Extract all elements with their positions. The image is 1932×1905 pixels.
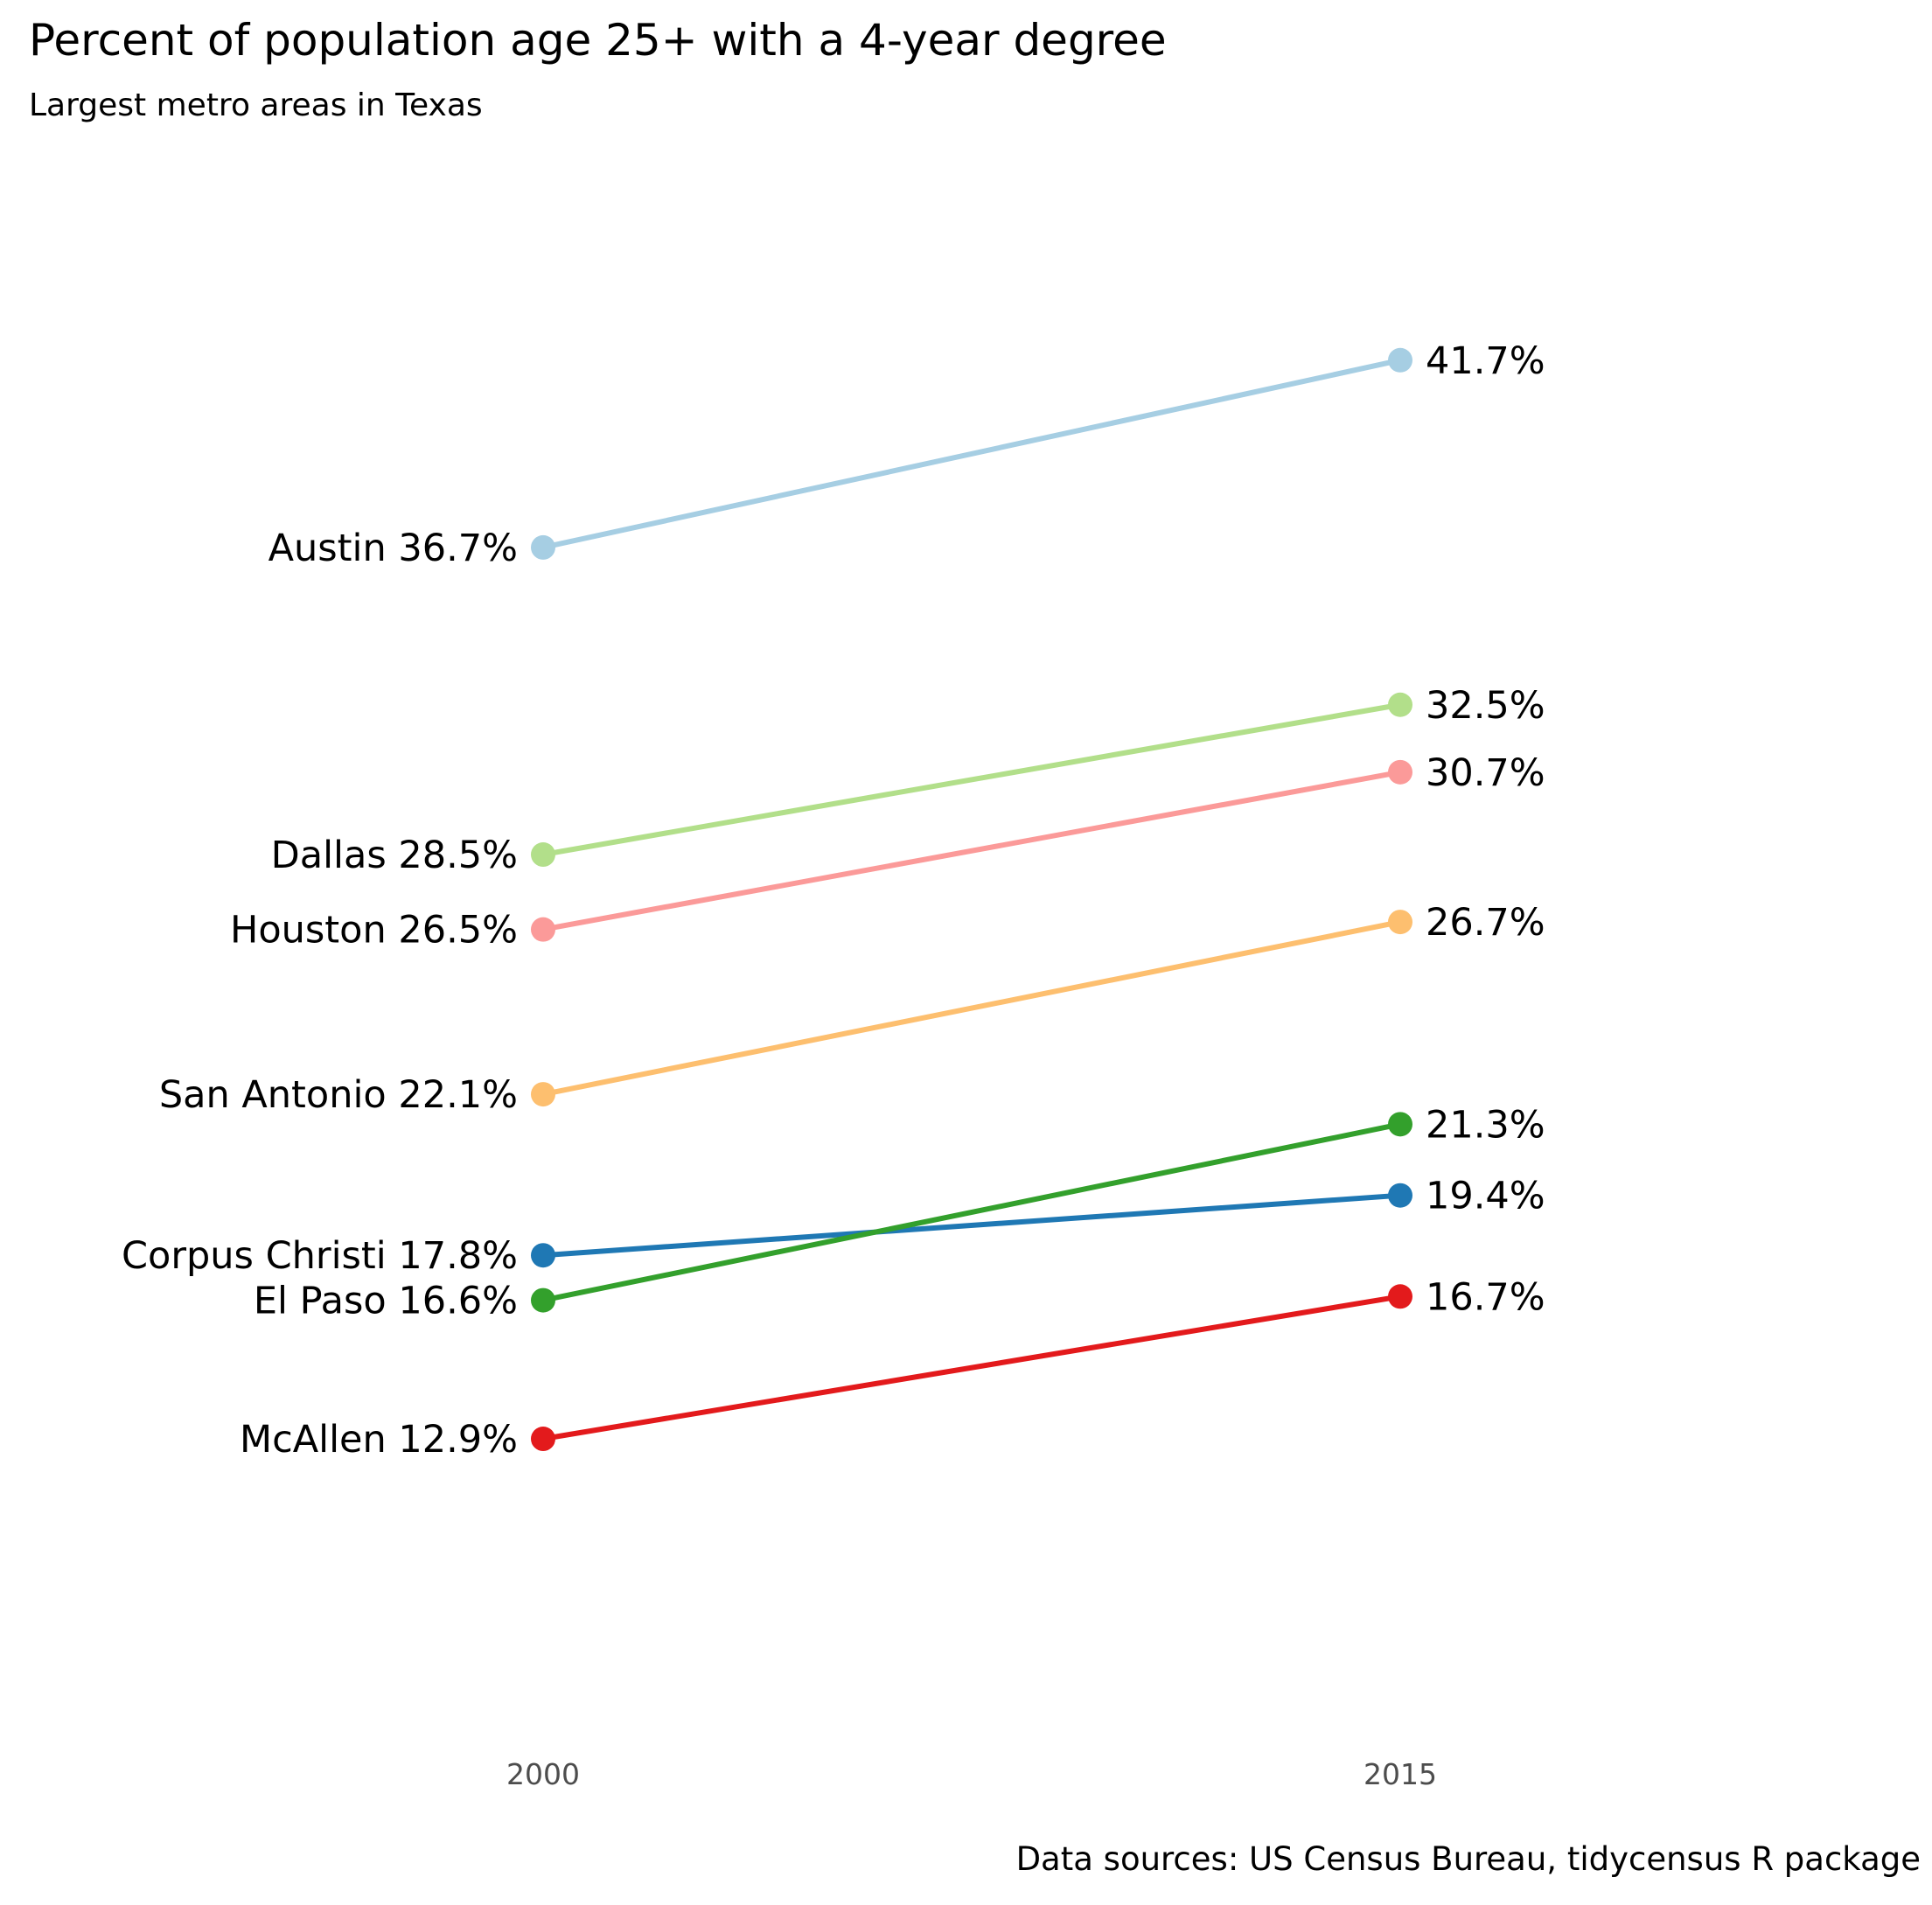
start-label-dallas: Dallas 28.5% [271,834,518,877]
end-label-austin: 41.7% [1426,339,1545,383]
chart-title: Percent of population age 25+ with a 4-y… [29,15,1167,66]
start-label-mcallen: McAllen 12.9% [240,1418,518,1462]
start-label-san-antonio: San Antonio 22.1% [159,1073,518,1117]
chart-subtitle: Largest metro areas in Texas [29,87,483,123]
start-label-austin: Austin 36.7% [269,527,518,570]
end-label-houston: 30.7% [1426,751,1545,795]
chart-caption: Data sources: US Census Bureau, tidycens… [1016,1840,1921,1878]
series-line-mcallen [541,1294,1403,1442]
start-label-el-paso: El Paso 16.6% [254,1280,518,1323]
start-label-houston: Houston 26.5% [230,909,518,952]
data-point-el-paso-2000 [531,1287,555,1313]
data-point-dallas-2000 [531,842,555,868]
x-tick-label-2000: 2000 [506,1757,580,1791]
series-san-antonio: San Antonio 22.1% 26.7% [159,901,1545,1117]
end-label-san-antonio: 26.7% [1426,901,1545,945]
series-line-dallas [541,701,1403,858]
series-dallas: Dallas 28.5% 32.5% [271,684,1545,877]
series-layer: Austin 36.7% 41.7% Dallas 28.5% 32.5% Housto… [122,339,1545,1462]
end-label-dallas: 32.5% [1426,684,1545,728]
data-point-el-paso-2015 [1388,1112,1412,1137]
series-mcallen: McAllen 12.9% 16.7% [240,1275,1545,1462]
series-line-houston [541,769,1403,932]
data-point-houston-2015 [1388,759,1412,785]
x-axis: 2000 2015 [506,1757,1437,1791]
series-line-corpus-christi [541,1192,1403,1259]
data-point-mcallen-2015 [1388,1284,1412,1309]
data-point-san-antonio-2015 [1388,910,1412,935]
x-tick-label-2015: 2015 [1364,1757,1437,1791]
end-label-corpus-christi: 19.4% [1426,1175,1545,1218]
series-austin: Austin 36.7% 41.7% [269,339,1545,570]
series-line-san-antonio [541,919,1403,1098]
series-el-paso: El Paso 16.6% 21.3% [254,1103,1545,1322]
series-houston: Houston 26.5% 30.7% [230,751,1545,952]
data-point-austin-2015 [1388,347,1412,373]
data-point-san-antonio-2000 [531,1082,555,1107]
data-point-houston-2000 [531,917,555,942]
series-corpus-christi: Corpus Christi 17.8% 19.4% [122,1175,1545,1279]
data-point-corpus-christi-2000 [531,1243,555,1268]
data-point-dallas-2015 [1388,692,1412,717]
end-label-mcallen: 16.7% [1426,1275,1545,1319]
data-point-mcallen-2000 [531,1427,555,1452]
start-label-corpus-christi: Corpus Christi 17.8% [122,1234,518,1278]
data-point-corpus-christi-2015 [1388,1183,1412,1208]
data-point-austin-2000 [531,534,555,560]
series-line-austin [541,357,1403,550]
end-label-el-paso: 21.3% [1426,1103,1545,1147]
series-line-el-paso [541,1121,1403,1303]
